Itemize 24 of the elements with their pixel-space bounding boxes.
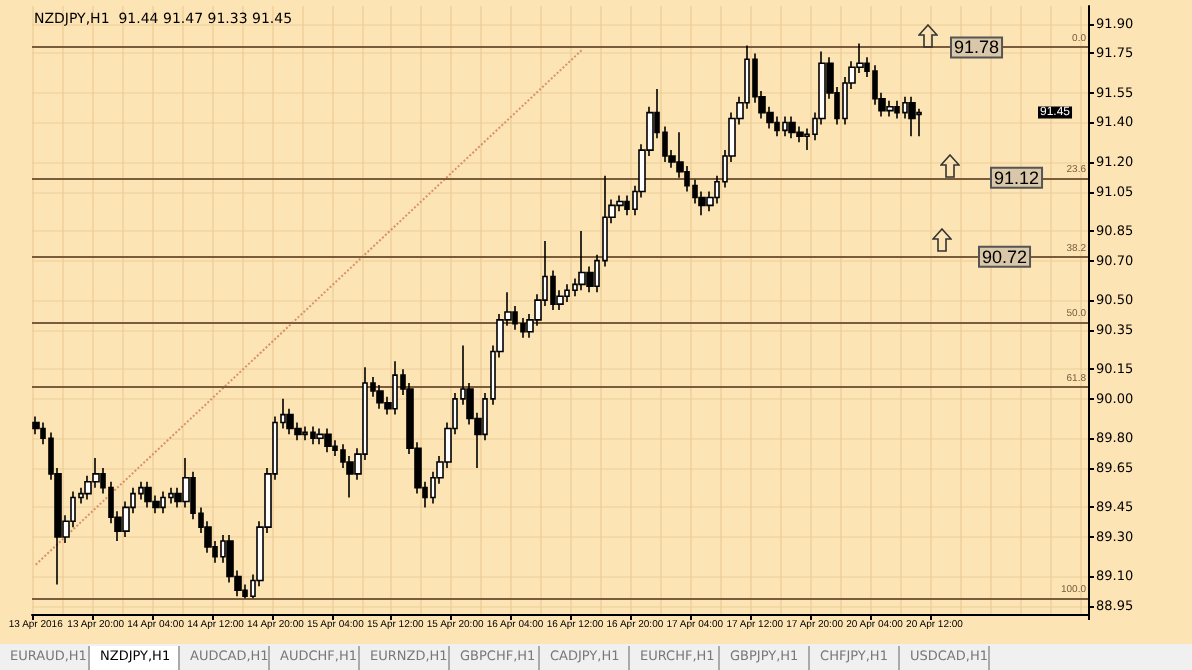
candlestick: [168, 486, 174, 505]
candlestick: [564, 283, 570, 303]
candlestick: [774, 115, 780, 138]
candlestick: [286, 407, 294, 436]
candlestick: [32, 415, 40, 436]
candlestick: [782, 115, 788, 138]
candlestick: [894, 99, 900, 120]
candlestick: [796, 125, 804, 144]
candlestick: [886, 99, 894, 118]
candlestick: [160, 490, 166, 515]
candlestick: [392, 360, 398, 416]
candlestick: [578, 230, 586, 292]
candlestick: [302, 425, 308, 442]
candlestick: [624, 194, 630, 217]
annotation: 91.12: [994, 167, 1040, 188]
candlestick: [324, 427, 332, 453]
candlestick: [310, 425, 316, 446]
annotation: 90.72: [982, 246, 1028, 267]
candlestick: [788, 115, 796, 140]
candlestick: [316, 427, 324, 446]
candlestick: [908, 96, 916, 138]
candlestick: [376, 384, 384, 410]
candlestick: [144, 480, 152, 509]
annotation: 91.78: [954, 37, 1000, 58]
